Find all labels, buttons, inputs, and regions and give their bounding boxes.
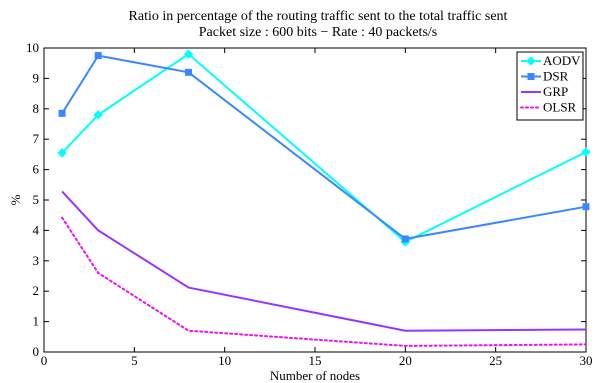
x-tick-label: 0	[41, 353, 48, 368]
x-tick-label: 15	[309, 353, 322, 368]
y-axis: 0 1 2 3 4 5 6 7 8 9 10	[26, 40, 586, 359]
x-axis-label: Number of nodes	[270, 368, 360, 383]
series-olsr	[61, 216, 587, 347]
series-line-olsr	[61, 216, 587, 347]
data-point-aodv	[581, 147, 591, 157]
data-point-aodv	[183, 49, 194, 59]
series-dsr	[58, 52, 590, 243]
series-line-grp	[61, 190, 587, 332]
legend-label: AODV	[543, 53, 581, 68]
x-axis: 0 5 10 15 20 25 30	[41, 48, 593, 368]
legend-item-grp: GRP	[521, 84, 568, 99]
plot-area	[43, 47, 587, 353]
legend-label: GRP	[543, 84, 568, 99]
legend-marker	[527, 73, 535, 80]
series-layer	[57, 49, 591, 347]
legend-box	[516, 51, 584, 121]
y-tick-label: 8	[33, 101, 40, 116]
y-tick-label: 4	[33, 222, 40, 237]
chart-title: Ratio in percentage of the routing traff…	[129, 9, 508, 24]
legend-label: DSR	[543, 69, 569, 84]
x-tick-label: 10	[218, 353, 231, 368]
y-tick-label: 10	[26, 40, 39, 55]
series-line-dsr	[61, 54, 587, 240]
chart-subtitle: Packet size : 600 bits − Rate : 40 packe…	[199, 25, 437, 40]
y-axis-label: %	[8, 194, 23, 205]
series-line-aodv	[61, 53, 587, 243]
data-point-dsr	[94, 52, 102, 60]
y-tick-label: 2	[33, 283, 40, 298]
series-aodv	[57, 49, 591, 247]
data-point-dsr	[582, 203, 590, 211]
y-tick-label: 9	[33, 70, 40, 85]
series-grp	[61, 190, 587, 332]
x-tick-label: 30	[580, 353, 593, 368]
x-tick-label: 20	[399, 353, 412, 368]
x-tick-label: 5	[131, 353, 138, 368]
y-tick-label: 0	[33, 344, 40, 359]
data-point-dsr	[185, 68, 193, 76]
legend-item-olsr: OLSR	[520, 100, 577, 115]
y-tick-label: 5	[33, 192, 40, 207]
y-tick-label: 1	[33, 314, 40, 329]
data-point-dsr	[58, 109, 66, 117]
y-tick-label: 7	[33, 131, 40, 146]
legend-item-aodv: AODV	[521, 53, 581, 68]
legend-item-dsr: DSR	[521, 69, 569, 84]
y-tick-label: 6	[33, 162, 40, 177]
legend-label: OLSR	[543, 100, 577, 115]
data-point-dsr	[401, 235, 409, 243]
legend-marker	[526, 56, 536, 66]
data-point-aodv	[57, 148, 67, 158]
data-point-aodv	[93, 110, 103, 120]
y-tick-label: 3	[33, 253, 40, 268]
x-tick-label: 25	[489, 353, 502, 368]
